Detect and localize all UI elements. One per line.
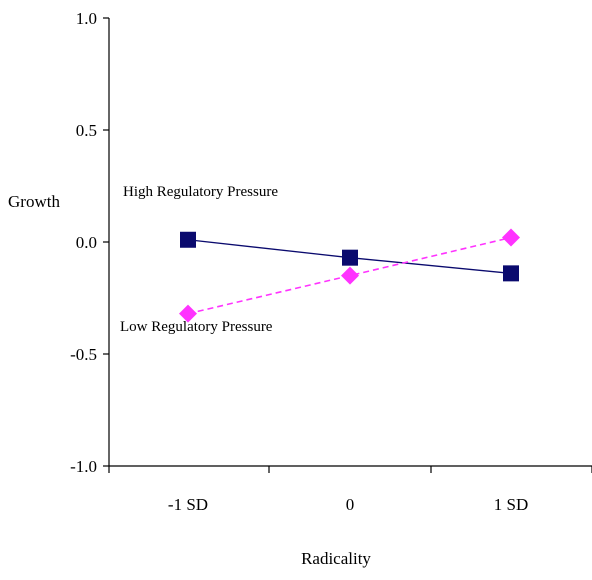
series-high-regulatory-pressure <box>180 231 519 282</box>
y-tick-label: 0.0 <box>76 233 97 252</box>
data-point-diamond <box>179 304 197 323</box>
data-point-square <box>503 265 519 282</box>
data-point-diamond <box>341 266 359 285</box>
y-tick-label: 0.5 <box>76 121 97 140</box>
data-point-diamond <box>502 228 520 247</box>
annotation-low-regulatory-pressure: Low Regulatory Pressure <box>120 319 273 335</box>
y-tick-label: 1.0 <box>76 9 97 28</box>
series-layer <box>179 228 520 323</box>
x-axis-title: Radicality <box>301 549 371 568</box>
x-tick-label: 1 SD <box>494 495 528 514</box>
y-axis-title: Growth <box>8 192 60 211</box>
annotation-high-regulatory-pressure: High Regulatory Pressure <box>123 184 278 200</box>
axes: 1.0 0.5 0.0 -0.5 -1.0 -1 SD 0 1 SD <box>70 9 592 514</box>
data-point-square <box>180 231 196 248</box>
x-tick-label: 0 <box>346 495 355 514</box>
data-point-square <box>342 249 358 266</box>
y-tick-label: -1.0 <box>70 457 97 476</box>
series-line <box>187 236 512 315</box>
x-tick-label: -1 SD <box>168 495 208 514</box>
series-low-regulatory-pressure <box>179 228 520 323</box>
y-tick-label: -0.5 <box>70 345 97 364</box>
